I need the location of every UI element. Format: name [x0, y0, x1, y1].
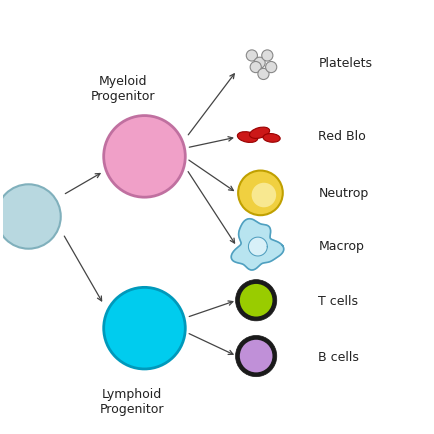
Circle shape — [237, 171, 282, 216]
Text: Lymphoid
Progenitor: Lymphoid Progenitor — [99, 387, 164, 415]
Circle shape — [103, 288, 185, 369]
Circle shape — [103, 116, 185, 198]
Polygon shape — [231, 219, 283, 270]
Circle shape — [250, 62, 261, 73]
Polygon shape — [248, 237, 267, 256]
Circle shape — [239, 340, 272, 372]
Circle shape — [253, 58, 265, 69]
Text: Neutrop: Neutrop — [318, 187, 368, 200]
Text: B cells: B cells — [318, 350, 358, 363]
Text: Red Blo: Red Blo — [318, 130, 365, 143]
Circle shape — [0, 185, 61, 249]
Text: Myeloid
Progenitor: Myeloid Progenitor — [91, 75, 155, 102]
Text: Macrop: Macrop — [318, 240, 363, 253]
Text: T cells: T cells — [318, 294, 358, 307]
Circle shape — [257, 69, 268, 80]
Text: Platelets: Platelets — [318, 57, 372, 70]
Circle shape — [251, 183, 276, 208]
Circle shape — [261, 51, 272, 62]
Circle shape — [246, 51, 257, 62]
Circle shape — [265, 62, 276, 73]
Circle shape — [235, 335, 276, 377]
Ellipse shape — [249, 128, 269, 139]
Ellipse shape — [263, 134, 279, 143]
Ellipse shape — [237, 132, 257, 143]
Circle shape — [239, 284, 272, 317]
Circle shape — [235, 280, 276, 321]
